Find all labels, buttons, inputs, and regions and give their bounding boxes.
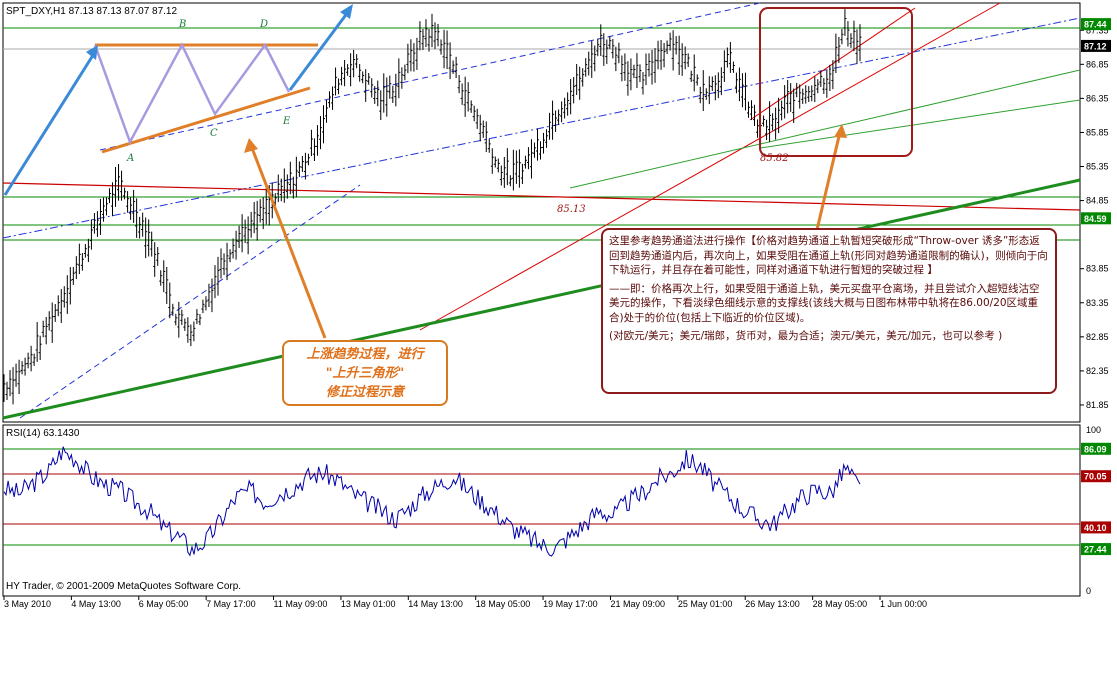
strategy-annotation-box: 这里参考趋势通道法进行操作【价格对趋势通道上轨暂短突破形成“Throw-over… (601, 228, 1057, 394)
rsi-level-badge-40: 40.10 (1084, 523, 1107, 533)
triangle-annotation-line-2: "上升三角形" (325, 366, 405, 381)
time-tick-label: 14 May 13:00 (408, 599, 463, 609)
green-support-2 (759, 99, 1081, 149)
symbol-header: SPT_DXY,H1 87.13 87.13 87.07 87.12 (6, 6, 177, 17)
point-label-85-82: 85.82 (760, 153, 789, 164)
price-tick-label: 84.85 (1086, 196, 1109, 206)
strategy-paragraph-3: (对欧元/美元；美元/瑞郎，货币对，最为合适；澳元/美元，美元/加元，也可以参考… (609, 330, 1003, 342)
price-tick-label: 82.35 (1086, 366, 1109, 376)
time-tick-label: 25 May 01:00 (678, 599, 733, 609)
time-tick-label: 21 May 09:00 (610, 599, 665, 609)
pattern-label-b: B (178, 19, 186, 30)
time-tick-label: 18 May 05:00 (476, 599, 531, 609)
rsi-header: RSI(14) 63.1430 (6, 428, 80, 439)
time-axis: 3 May 2010 4 May 13:00 6 May 05:00 7 May 17… (3, 596, 927, 609)
price-tick-label: 81.85 (1086, 400, 1109, 410)
point-label-85-13: 85.13 (557, 204, 586, 215)
price-panel-frame (2, 2, 1081, 423)
red-resistance-line (2, 182, 1081, 211)
price-axis: 87.35 86.85 86.35 85.85 85.35 84.85 83.85 83.35… (1080, 18, 1111, 596)
triangle-annotation-line-3: 修正过程示意 (325, 385, 404, 400)
level-badge-87-44: 87.44 (1084, 20, 1107, 30)
orange-arrow-left-head (244, 138, 258, 153)
triangle-zigzag (93, 42, 291, 146)
light-green-support (569, 69, 1081, 189)
strategy-paragraph-2: ——即：价格再次上行，如果受阻于通道上轨，美元买盘平仓离场，并且尝试介入超短线沽… (609, 282, 1040, 324)
time-tick-label: 28 May 05:00 (813, 599, 868, 609)
rsi-level-badge-27: 27.44 (1084, 545, 1107, 555)
price-tick-label: 85.85 (1086, 127, 1109, 137)
rsi-panel-frame (2, 424, 1081, 597)
copyright-text: HY Trader, © 2001-2009 MetaQuotes Softwa… (6, 581, 241, 592)
price-tick-label: 83.35 (1086, 298, 1109, 308)
rsi-level-badge-27-bg (1081, 543, 1111, 556)
focus-rectangle (759, 7, 913, 157)
price-tick-label: 83.85 (1086, 264, 1109, 274)
rsi-axis-top: 100 (1086, 425, 1101, 435)
triangle-bottom-line (101, 86, 311, 154)
orange-arrow-left (250, 147, 327, 339)
time-tick-label: 19 May 17:00 (543, 599, 598, 609)
price-tick-label: 85.35 (1086, 162, 1109, 172)
time-tick-label: 4 May 13:00 (71, 599, 121, 609)
blue-arrow-right-head (340, 4, 353, 19)
rsi-line (3, 446, 861, 557)
channel-lower-dash (2, 17, 1081, 239)
pattern-label-c: C (210, 128, 218, 139)
red-channel-line-1 (419, 2, 1001, 331)
pattern-label-e: E (282, 116, 291, 127)
time-tick-label: 7 May 17:00 (206, 599, 256, 609)
time-tick-label: 26 May 13:00 (745, 599, 800, 609)
orange-arrow-right-head (834, 124, 847, 138)
price-tick-label: 86.35 (1086, 93, 1109, 103)
pattern-label-a: A (126, 153, 134, 164)
channel-upper-dash (99, 2, 761, 151)
current-price-badge-bg (1081, 39, 1111, 52)
time-tick-label: 3 May 2010 (4, 599, 51, 609)
rsi-level-badge-86-bg (1081, 442, 1111, 455)
level-badge-84-59-bg (1081, 212, 1111, 225)
price-tick-label: 87.35 (1086, 25, 1109, 35)
blue-arrow-right (288, 11, 350, 91)
time-tick-label: 6 May 05:00 (139, 599, 189, 609)
rsi-level-badge-70-bg (1081, 470, 1111, 483)
rsi-level-badge-70: 70.05 (1084, 472, 1107, 482)
time-tick-label: 11 May 09:00 (274, 599, 328, 609)
price-tick-label: 82.85 (1086, 332, 1109, 342)
rsi-level-badge-40-bg (1081, 521, 1111, 534)
triangle-annotation-line-1: 上涨趋势过程，进行 (306, 347, 424, 362)
level-badge-87-44-bg (1081, 18, 1111, 31)
triangle-annotation-box: 上涨趋势过程，进行 "上升三角形" 修正过程示意 (282, 340, 448, 406)
rsi-axis-bottom: 0 (1086, 586, 1091, 596)
time-tick-label: 13 May 01:00 (341, 599, 396, 609)
strategy-paragraph-1: 这里参考趋势通道法进行操作【价格对趋势通道上轨暂短突破形成“Throw-over… (609, 235, 1048, 276)
dark-green-support (2, 178, 1081, 420)
time-tick-label: 1 Jun 00:00 (880, 599, 927, 609)
blue-arrow-left-head (86, 45, 98, 60)
pattern-label-d: D (259, 19, 268, 30)
rsi-level-badge-86: 86.09 (1084, 444, 1107, 454)
current-price-badge: 87.12 (1084, 41, 1107, 51)
price-tick-label: 86.85 (1086, 59, 1109, 69)
level-badge-84-59: 84.59 (1084, 214, 1107, 224)
blue-arrow-left (3, 51, 97, 196)
channel-bottom-dash (19, 184, 361, 419)
